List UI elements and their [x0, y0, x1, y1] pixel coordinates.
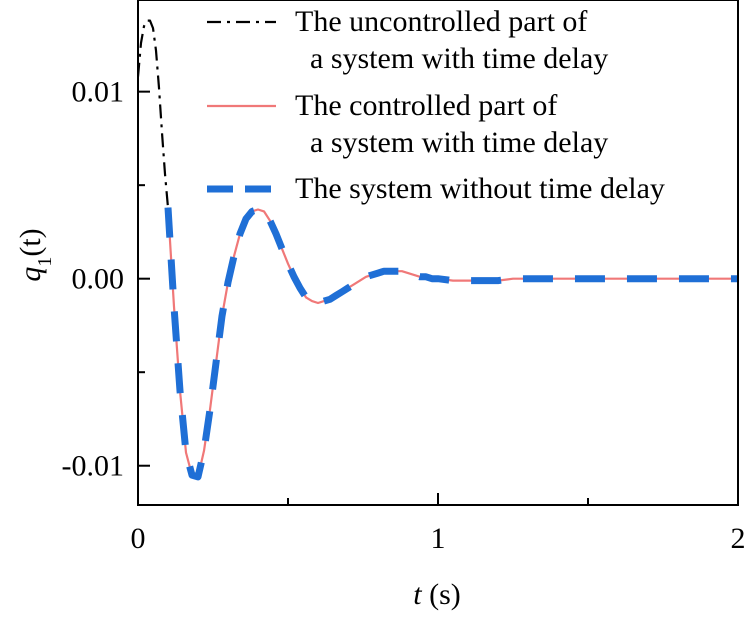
y-axis-label: q1(t): [14, 228, 56, 281]
series-line-1: [138, 19, 170, 208]
y-tick-label: 0.01: [72, 76, 125, 109]
x-axis-label-unit: (s): [422, 578, 461, 611]
y-tick-label: -0.01: [62, 450, 125, 483]
legend: The uncontrolled part of a system with ti…: [207, 5, 665, 205]
y-axis-label-subscript: 1: [34, 257, 56, 267]
series-line-3: [164, 206, 738, 481]
x-tick-label: 1: [431, 522, 446, 555]
series-layer: [138, 19, 738, 481]
x-tick-label: 2: [731, 522, 746, 555]
y-axis-label-argument: (t): [14, 228, 47, 256]
x-axis-label: t (s): [413, 578, 461, 611]
y-axis-label-variable: q: [14, 267, 47, 282]
legend-label-3: The system without time delay: [295, 172, 665, 205]
legend-label-1: a system with time delay: [310, 42, 608, 75]
legend-label-1: The uncontrolled part of: [295, 5, 587, 38]
legend-label-2: The controlled part of: [295, 89, 557, 122]
y-tick-label: 0.00: [72, 263, 125, 296]
axis-layer: 0 1 2 0.01 0.00 -0.01: [62, 0, 746, 555]
x-axis-label-variable: t: [413, 578, 422, 611]
x-tick-label: 0: [131, 522, 146, 555]
legend-label-2: a system with time delay: [310, 126, 608, 159]
